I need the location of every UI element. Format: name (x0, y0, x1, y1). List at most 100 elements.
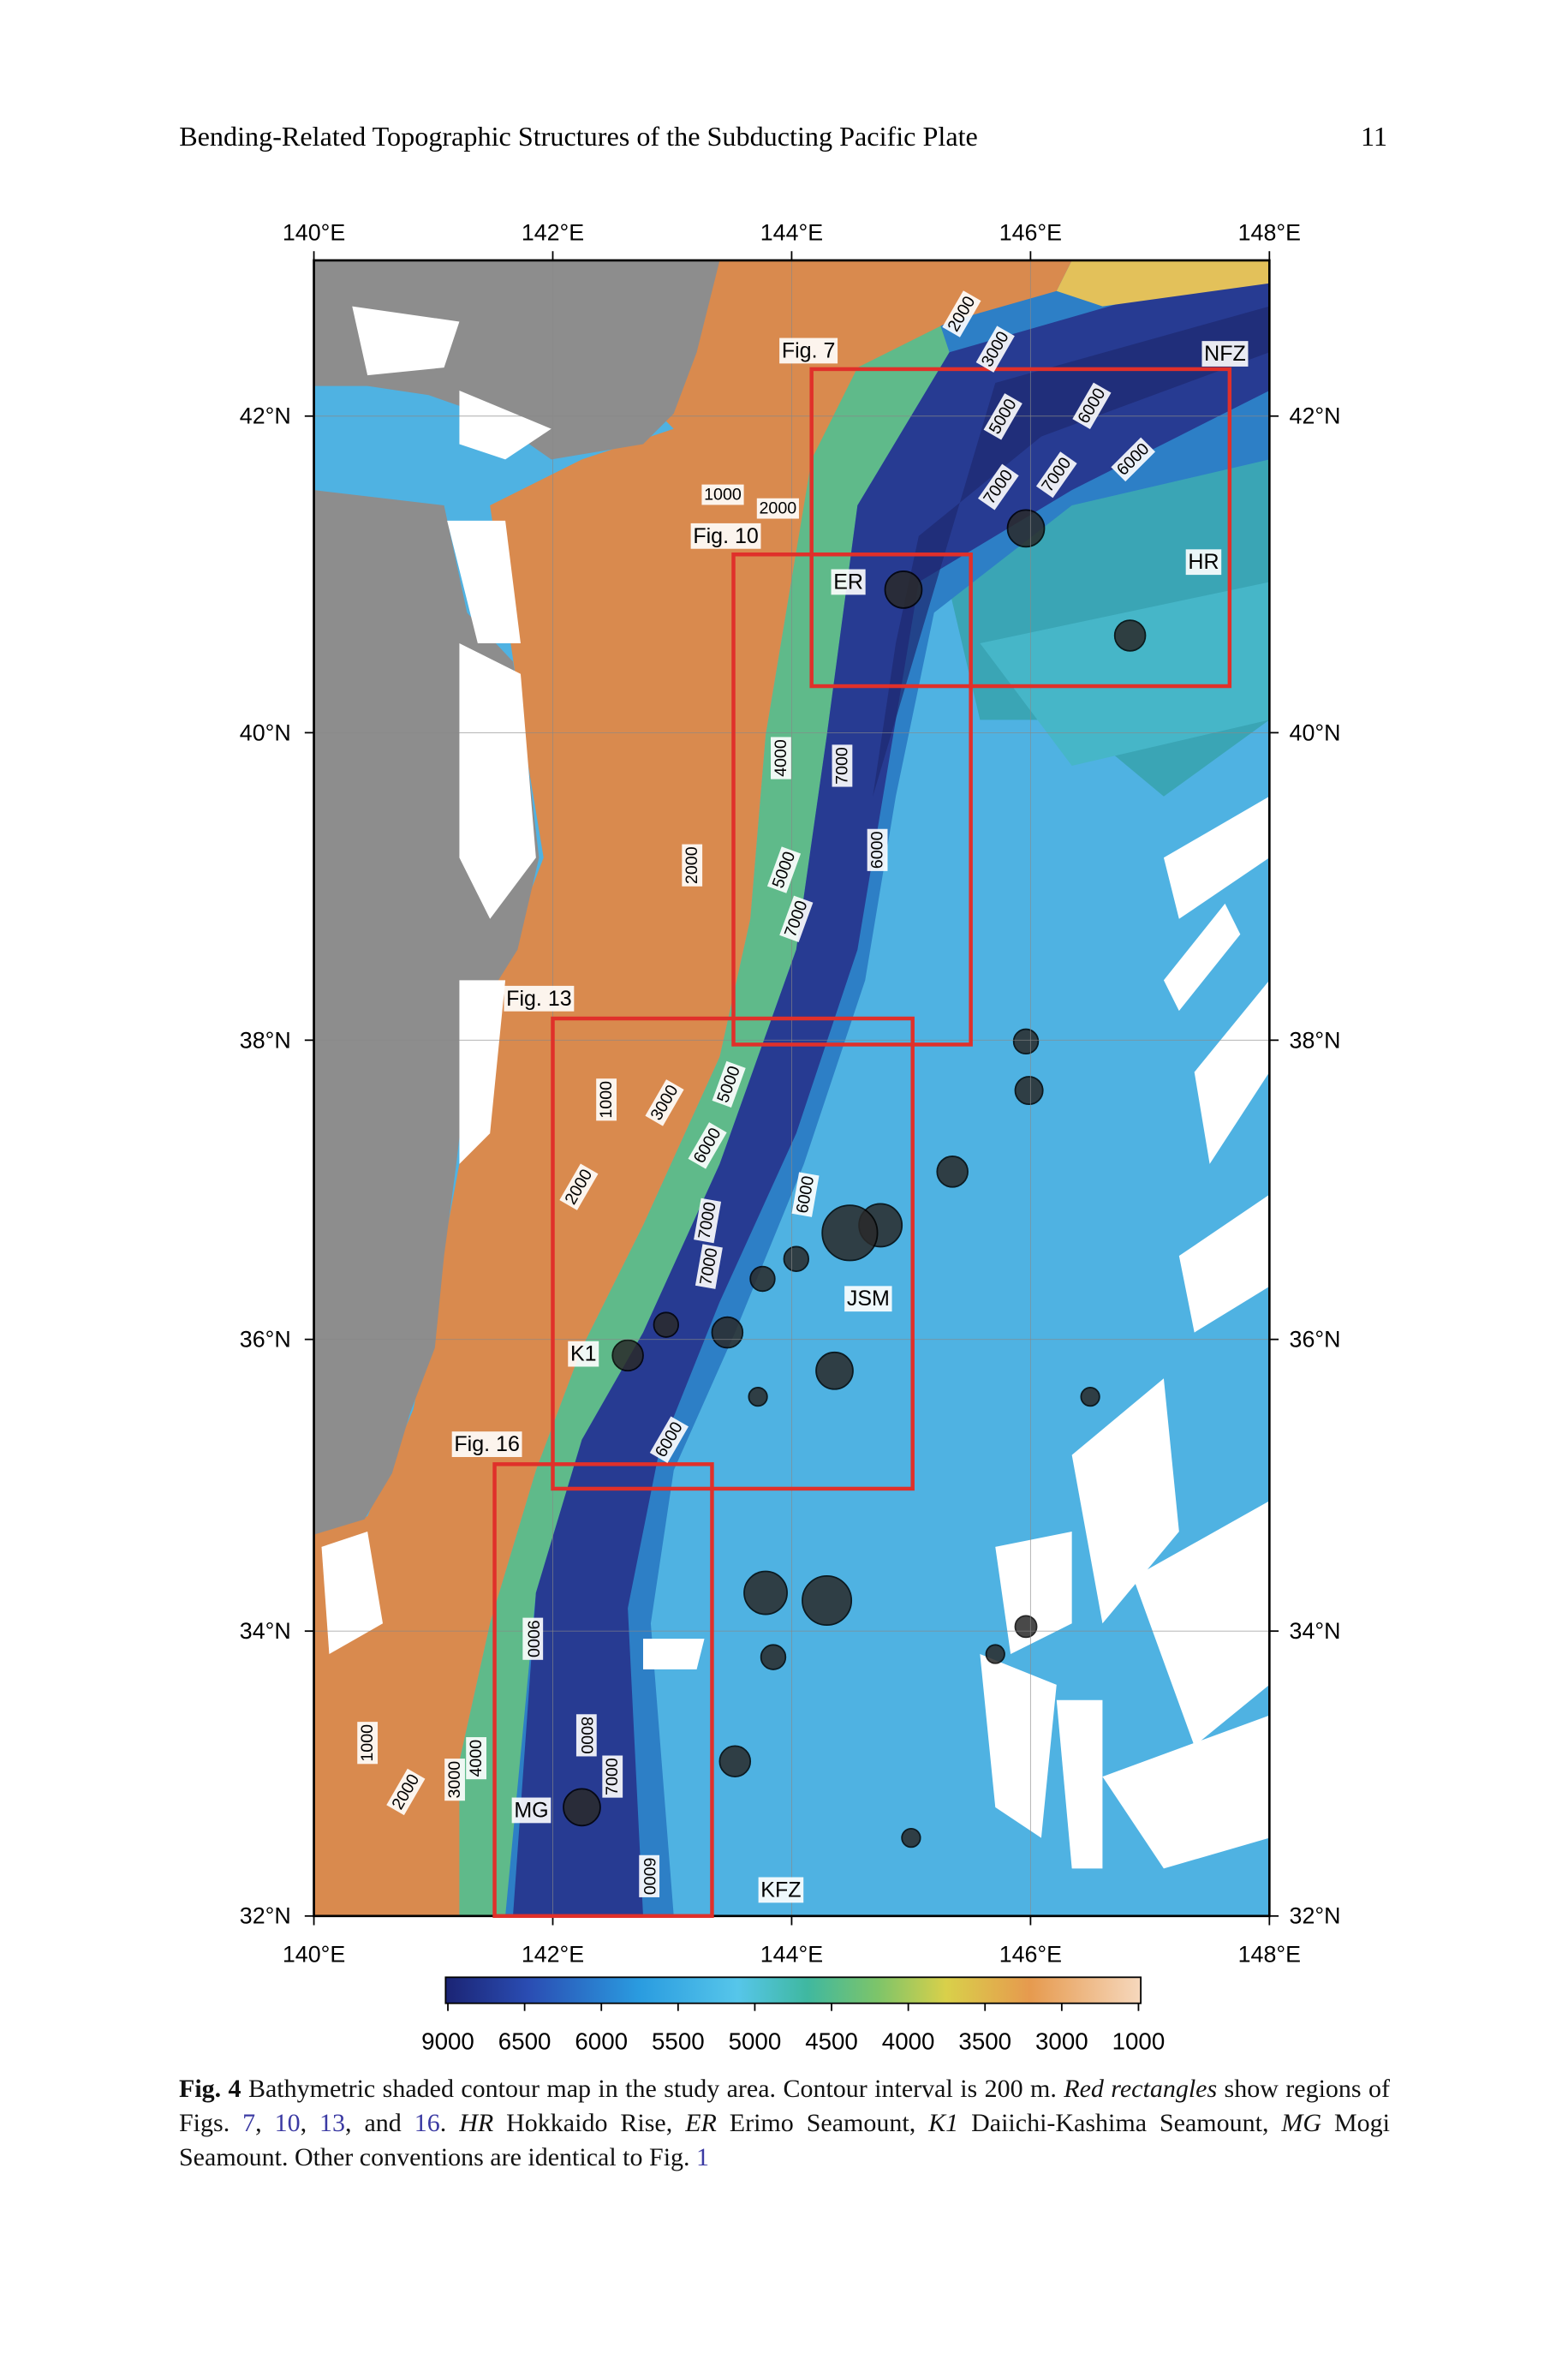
contour-label-text: 4000 (772, 739, 790, 777)
label-background (844, 1286, 892, 1312)
colorbar-label: 9000 (421, 2028, 474, 2054)
lat-label: 42°N (1290, 403, 1341, 429)
no-data (1163, 903, 1241, 1012)
feature-label-text: MG (514, 1798, 548, 1822)
caption-run: Bathymetric shaded contour map in the st… (241, 2075, 1064, 2103)
region-label-text: Fig. 10 (693, 524, 758, 548)
lon-label: 142°E (522, 1941, 584, 1967)
shelf-yellow (1056, 260, 1270, 307)
region-label: Fig. 10 (690, 523, 761, 549)
colorbar-label: 1000 (1112, 2028, 1166, 2054)
region-box (551, 1016, 915, 1491)
colorbar-label: 4000 (882, 2028, 935, 2054)
contour-label: 6000 (867, 828, 888, 871)
shelf (313, 260, 1072, 1916)
seamount (611, 1339, 644, 1372)
label-background (504, 985, 575, 1012)
no-data (459, 642, 536, 919)
label-background (568, 1341, 599, 1367)
label-background (1111, 437, 1155, 482)
region-label-text: Fig. 7 (782, 338, 836, 362)
no-data (995, 1532, 1072, 1655)
label-background (983, 393, 1022, 440)
lat-label: 42°N (240, 403, 291, 429)
lon-label: 148°E (1238, 1941, 1301, 1967)
seamount (1012, 1028, 1040, 1055)
colorbar-label: 4500 (805, 2028, 858, 2054)
feature-label: K1 (568, 1341, 599, 1367)
colorbar-ramp (444, 1976, 1142, 2004)
caption-run: Daiichi-Kashima Seamount, (958, 2109, 1282, 2137)
caption-run[interactable]: 10 (274, 2109, 301, 2137)
lon-label: 148°E (1238, 220, 1301, 246)
lon-label: 146°E (999, 220, 1062, 246)
lat-label: 36°N (1290, 1327, 1341, 1353)
label-background (522, 1617, 544, 1660)
label-background (1072, 382, 1112, 430)
contour-label-text: 8000 (577, 1717, 596, 1754)
label-background (575, 1714, 597, 1757)
lat-label: 38°N (240, 1027, 291, 1053)
feature-label-text: JSM (847, 1287, 890, 1311)
seamount (748, 1387, 768, 1407)
contour-label-text: 3000 (445, 1761, 464, 1799)
no-data (447, 520, 521, 643)
colorbar-label: 6000 (575, 2028, 628, 2054)
label-background (832, 744, 853, 787)
figure-caption: Fig. 4 Bathymetric shaded contour map in… (179, 2072, 1390, 2175)
caption-run: Red rectangles (1064, 2075, 1218, 2103)
contour-label-text: 6000 (640, 1857, 659, 1895)
contour-label-text: 1000 (704, 486, 742, 505)
lat-label: 32°N (240, 1903, 291, 1929)
label-background (942, 290, 981, 337)
seamount (1014, 1615, 1038, 1639)
label-background (559, 1163, 599, 1210)
caption-run[interactable]: 1 (696, 2143, 710, 2171)
seamount (815, 1351, 854, 1390)
label-background (602, 1755, 623, 1798)
contour-label: 4000 (466, 1737, 486, 1780)
caption-run[interactable]: 7 (242, 2109, 256, 2137)
label-background (1201, 341, 1249, 367)
page-number: 11 (1361, 121, 1387, 152)
region-box (492, 1462, 714, 1919)
region-label-text: Fig. 16 (454, 1432, 519, 1456)
label-background (975, 325, 1015, 373)
label-background (779, 895, 814, 942)
feature-label: NFZ (1201, 341, 1249, 367)
contour-label-text: 4000 (467, 1740, 486, 1777)
label-background (712, 1060, 746, 1108)
feature-label: KFZ (758, 1877, 804, 1903)
lon-label: 140°E (283, 220, 345, 246)
caption-run: Erimo Seamount, (716, 2109, 929, 2137)
lat-label: 34°N (240, 1618, 291, 1644)
contour-label: 8000 (575, 1714, 597, 1757)
contour-label-text: 2000 (683, 846, 701, 884)
lon-label: 140°E (283, 1941, 345, 1967)
label-background (867, 828, 888, 871)
caption-run: . (439, 2109, 460, 2137)
no-data (1194, 980, 1270, 1164)
colorbar-label: 6500 (498, 2028, 551, 2054)
caption-run[interactable]: 16 (414, 2109, 440, 2137)
caption-run: K1 (928, 2109, 959, 2137)
contour-label: 6000 (791, 1172, 820, 1217)
no-data (1056, 1699, 1103, 1869)
contour-label-text: 2000 (759, 499, 796, 518)
feature-label: JSM (844, 1286, 892, 1312)
label-background (688, 1122, 727, 1169)
lat-label: 40°N (240, 720, 291, 745)
contour-label: 1000 (357, 1722, 379, 1765)
no-data (459, 980, 506, 1164)
contour-label: 1000 (596, 1078, 617, 1121)
caption-run: , and (345, 2109, 414, 2137)
seamount (783, 1245, 810, 1272)
seamount (802, 1574, 853, 1626)
label-background (831, 569, 866, 595)
feature-label-text: NFZ (1204, 342, 1246, 366)
no-data (980, 1654, 1057, 1838)
no-data (352, 306, 460, 376)
caption-run[interactable]: 13 (319, 2109, 346, 2137)
